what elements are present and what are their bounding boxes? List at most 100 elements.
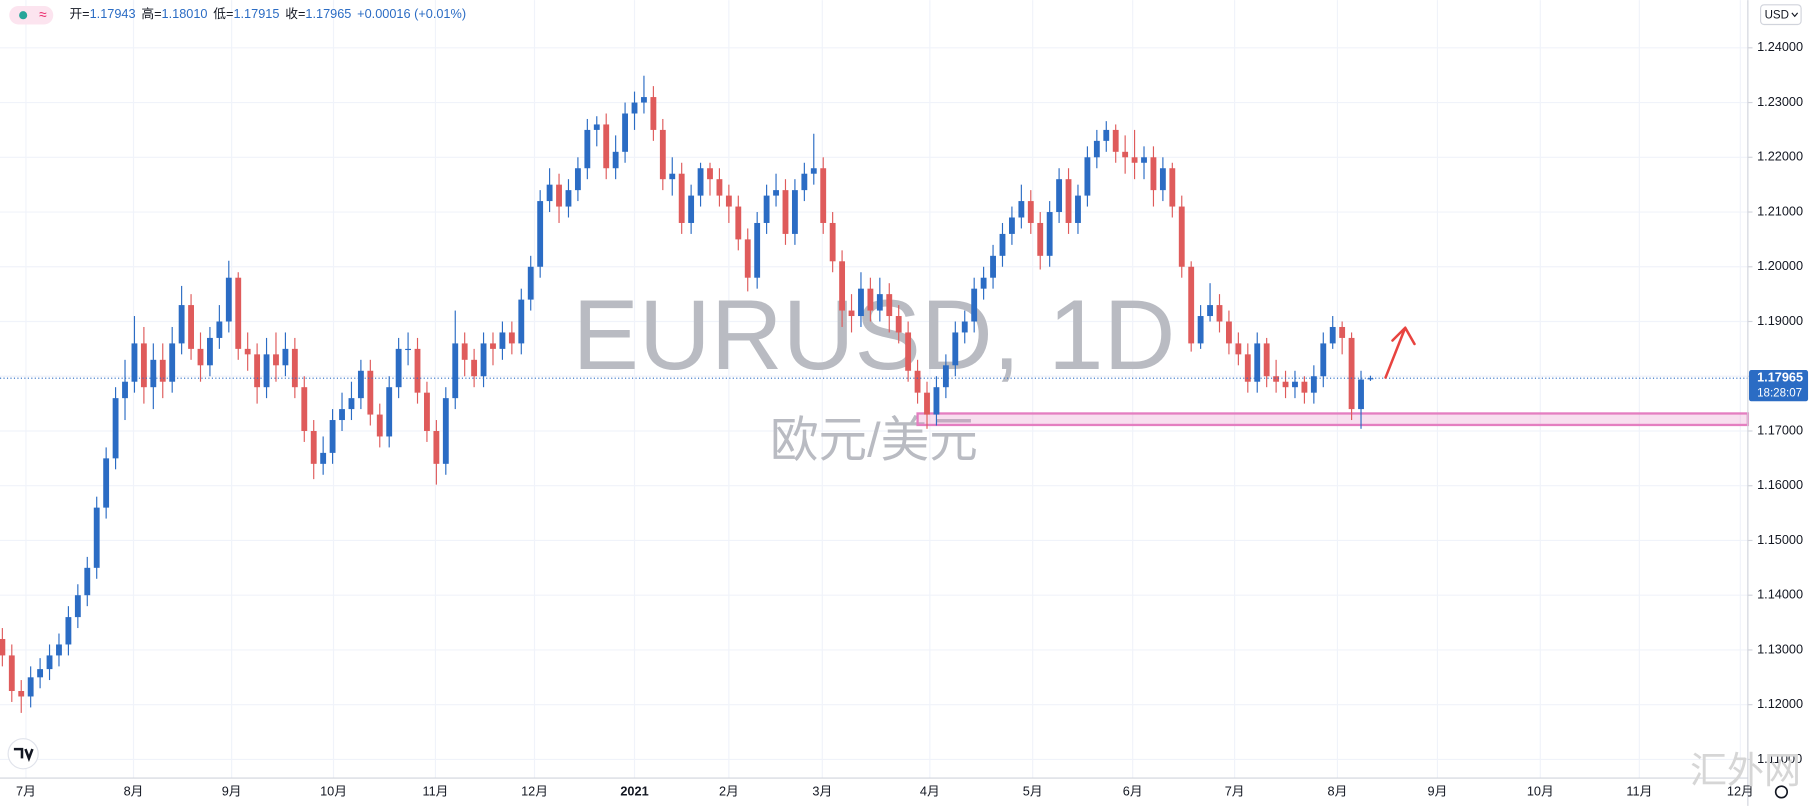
x-tick-label: 9月 <box>1428 783 1448 798</box>
currency-button[interactable] <box>1760 4 1802 26</box>
candle-body <box>1310 376 1317 393</box>
symbol-subtitle-watermark: 欧元/美元 <box>770 413 978 467</box>
candle-body <box>735 206 742 240</box>
candle-body <box>103 458 110 508</box>
candle-body <box>244 348 251 355</box>
x-tick-label: 9月 <box>222 783 242 798</box>
candle-body <box>707 168 713 180</box>
candle-body <box>1046 212 1053 256</box>
candle-body <box>1339 326 1346 338</box>
candle-body <box>556 184 562 207</box>
candle-body <box>810 168 817 174</box>
ohlc-header: 开=1.17943 高=1.18010 低=1.17915 收=1.17965 +0.0… <box>69 7 466 22</box>
candle-body <box>414 348 421 393</box>
x-tick-label: 4月 <box>920 783 940 798</box>
candle-body <box>169 343 176 382</box>
candle-body <box>980 277 987 289</box>
x-tick-label: 3月 <box>812 783 832 798</box>
candle-body <box>1065 179 1072 223</box>
candle-body <box>518 299 525 344</box>
candle-body <box>697 168 704 196</box>
candle-body <box>650 97 657 130</box>
ohlc-value: 1.17915 <box>233 7 279 22</box>
countdown-label: 18:28:07 <box>1757 387 1802 399</box>
candle-body <box>395 348 402 388</box>
candle-body <box>235 277 242 349</box>
support-zone <box>916 412 1750 427</box>
currency-chevron <box>1791 12 1799 18</box>
candle-body <box>282 348 289 366</box>
candle-body <box>1150 157 1157 191</box>
status-icon: ≈ <box>39 6 47 22</box>
candle-body <box>1093 140 1100 158</box>
candle-body <box>612 151 619 169</box>
ohlc-name: 开= <box>69 7 89 22</box>
status-pill[interactable] <box>9 5 54 25</box>
candle-body <box>546 184 553 202</box>
axes: 1.11000 1.12000 1.13000 1.14000 1.15000 1.160… <box>16 39 1809 798</box>
candle-body <box>131 343 138 382</box>
candle-body <box>527 266 534 300</box>
candle-body <box>942 365 949 388</box>
x-tick-label: 10月 <box>1527 783 1554 798</box>
price-tag-label: 1.17965 <box>1757 370 1803 385</box>
ohlc-value: 1.17943 <box>90 7 136 22</box>
candle-body <box>773 190 779 196</box>
candle-body <box>1263 343 1270 377</box>
candle-body <box>405 348 411 351</box>
candle-body <box>565 190 572 207</box>
candle-body <box>791 190 798 234</box>
candle-body <box>952 332 959 366</box>
candle-body <box>1008 217 1015 234</box>
candle-body <box>886 294 893 317</box>
candle-body <box>1103 129 1110 141</box>
candle-body <box>254 354 261 388</box>
candle-body <box>1075 195 1081 223</box>
y-tick-label: 1.11000 <box>1757 751 1802 766</box>
candle-body <box>1178 206 1185 267</box>
ohlc-value: 1.17965 <box>305 7 351 22</box>
candle-body <box>37 669 44 678</box>
candle-body <box>0 638 6 656</box>
y-tick-label: 1.12000 <box>1757 696 1803 711</box>
candle-body <box>574 168 581 191</box>
candle-body <box>216 321 223 338</box>
candle-body <box>858 288 864 317</box>
candle-body <box>659 129 666 180</box>
x-tick-label: 7月 <box>1225 783 1245 798</box>
candle-body <box>499 332 506 349</box>
candle-body <box>1027 201 1034 223</box>
candle-body <box>480 343 487 377</box>
candle-body <box>424 392 430 431</box>
annotation-arrow <box>1384 326 1416 379</box>
x-tick-label: 8月 <box>124 783 144 798</box>
candle-body <box>8 655 15 692</box>
candle-body <box>1122 151 1129 158</box>
candle-body <box>197 348 204 366</box>
x-tick-label: 2月 <box>719 783 739 798</box>
y-tick-label: 1.17000 <box>1757 422 1803 437</box>
candle-body <box>1216 305 1223 322</box>
candle-body <box>56 644 62 656</box>
candle-body <box>622 113 629 152</box>
candle-body <box>291 348 298 388</box>
candle-body <box>225 277 232 322</box>
ohlc-name: 低= <box>213 7 233 22</box>
x-tick-label: 6月 <box>1123 783 1143 798</box>
candle-body <box>829 222 836 262</box>
y-tick-label: 1.13000 <box>1757 641 1803 656</box>
ohlc-value: 1.18010 <box>162 7 208 22</box>
candle-body <box>1159 168 1166 191</box>
x-tick-label: 11月 <box>422 783 448 798</box>
candle-body <box>1084 157 1091 196</box>
candle-body <box>1188 266 1195 344</box>
candle-body <box>93 507 100 568</box>
candle-body <box>386 387 393 437</box>
x-tick-label: 12月 <box>1727 783 1754 798</box>
candle-body <box>452 343 459 399</box>
settings-icon[interactable] <box>1774 785 1789 799</box>
price-tag <box>1749 370 1809 402</box>
candle-body <box>905 332 912 371</box>
